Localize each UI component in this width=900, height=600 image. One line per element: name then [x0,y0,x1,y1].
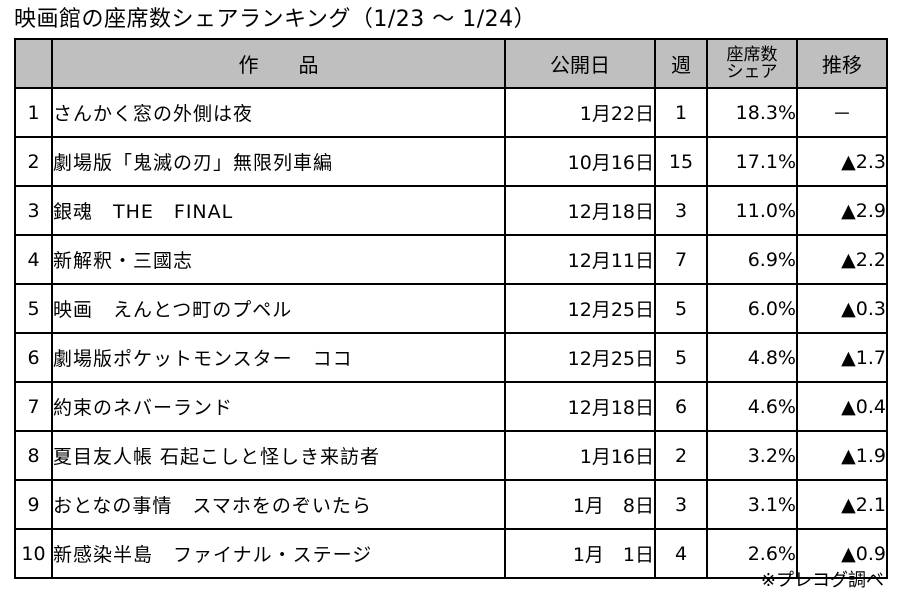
share-cell: 18.3% [706,87,798,138]
table-row: 2 劇場版「鬼滅の刃」無限列車編 10月16日 15 17.1% ▲2.3 [14,136,888,187]
share-cell: 3.1% [706,479,798,530]
rank-cell: 3 [14,185,53,236]
rank-cell: 2 [14,136,53,187]
weeks-cell: 7 [654,234,708,285]
title-cell: おとなの事情 スマホをのぞいたら [51,479,506,530]
share-cell: 6.9% [706,234,798,285]
header-work: 作 品 [51,38,506,89]
share-cell: 4.8% [706,332,798,383]
release-date-cell: 1月16日 [504,430,656,481]
weeks-cell: 2 [654,430,708,481]
weeks-cell: 4 [654,528,708,579]
rank-cell: 10 [14,528,53,579]
weeks-cell: 3 [654,185,708,236]
title-cell: 約束のネバーランド [51,381,506,432]
trend-cell: ▲0.3 [796,283,888,334]
release-date-cell: 12月25日 [504,283,656,334]
table-row: 3 銀魂 THE FINAL 12月18日 3 11.0% ▲2.9 [14,185,888,236]
table-row: 1 さんかく窓の外側は夜 1月22日 1 18.3% － [14,87,888,138]
rank-cell: 4 [14,234,53,285]
trend-cell: ▲2.3 [796,136,888,187]
table-row: 5 映画 えんとつ町のプペル 12月25日 5 6.0% ▲0.3 [14,283,888,334]
rank-cell: 5 [14,283,53,334]
table-row: 7 約束のネバーランド 12月18日 6 4.6% ▲0.4 [14,381,888,432]
share-cell: 17.1% [706,136,798,187]
table-header-row: 作 品 公開日 週 座席数 シェア 推移 [14,38,888,89]
header-trend: 推移 [796,38,888,89]
release-date-cell: 12月25日 [504,332,656,383]
table-row: 9 おとなの事情 スマホをのぞいたら 1月 8日 3 3.1% ▲2.1 [14,479,888,530]
title-cell: 新解釈・三國志 [51,234,506,285]
trend-cell: － [796,87,888,138]
share-cell: 6.0% [706,283,798,334]
page-title: 映画館の座席数シェアランキング（1/23 ～ 1/24） [14,7,537,32]
header-weeks: 週 [654,38,708,89]
header-release-date: 公開日 [504,38,656,89]
trend-cell: ▲1.7 [796,332,888,383]
title-cell: 銀魂 THE FINAL [51,185,506,236]
table-row: 6 劇場版ポケットモンスター ココ 12月25日 5 4.8% ▲1.7 [14,332,888,383]
release-date-cell: 10月16日 [504,136,656,187]
table-row: 4 新解釈・三國志 12月11日 7 6.9% ▲2.2 [14,234,888,285]
rank-cell: 6 [14,332,53,383]
trend-cell: ▲1.9 [796,430,888,481]
trend-cell: ▲2.1 [796,479,888,530]
weeks-cell: 15 [654,136,708,187]
release-date-cell: 1月22日 [504,87,656,138]
title-cell: さんかく窓の外側は夜 [51,87,506,138]
title-cell: 映画 えんとつ町のプペル [51,283,506,334]
ranking-table: 作 品 公開日 週 座席数 シェア 推移 1 さんかく窓の外側は夜 1月22日 1… [14,38,888,579]
weeks-cell: 1 [654,87,708,138]
release-date-cell: 12月18日 [504,381,656,432]
share-cell: 2.6% [706,528,798,579]
rank-cell: 7 [14,381,53,432]
trend-cell: ▲2.2 [796,234,888,285]
table-row: 10 新感染半島 ファイナル・ステージ 1月 1日 4 2.6% ▲0.9 [14,528,888,579]
share-cell: 11.0% [706,185,798,236]
title-cell: 劇場版ポケットモンスター ココ [51,332,506,383]
release-date-cell: 12月18日 [504,185,656,236]
title-cell: 劇場版「鬼滅の刃」無限列車編 [51,136,506,187]
release-date-cell: 12月11日 [504,234,656,285]
trend-cell: ▲2.9 [796,185,888,236]
weeks-cell: 5 [654,332,708,383]
source-note: ※プレコグ調べ [760,570,884,591]
table-row: 8 夏目友人帳 石起こしと怪しき来訪者 1月16日 2 3.2% ▲1.9 [14,430,888,481]
release-date-cell: 1月 8日 [504,479,656,530]
rank-cell: 9 [14,479,53,530]
title-cell: 夏目友人帳 石起こしと怪しき来訪者 [51,430,506,481]
weeks-cell: 3 [654,479,708,530]
weeks-cell: 6 [654,381,708,432]
title-cell: 新感染半島 ファイナル・ステージ [51,528,506,579]
header-rank [14,38,53,89]
share-cell: 4.6% [706,381,798,432]
trend-cell: ▲0.9 [796,528,888,579]
header-seat-share-line1: 座席数 [726,44,778,65]
header-seat-share-line2: シェア [726,61,778,82]
trend-cell: ▲0.4 [796,381,888,432]
share-cell: 3.2% [706,430,798,481]
rank-cell: 1 [14,87,53,138]
header-seat-share: 座席数 シェア [706,38,798,89]
rank-cell: 8 [14,430,53,481]
release-date-cell: 1月 1日 [504,528,656,579]
weeks-cell: 5 [654,283,708,334]
